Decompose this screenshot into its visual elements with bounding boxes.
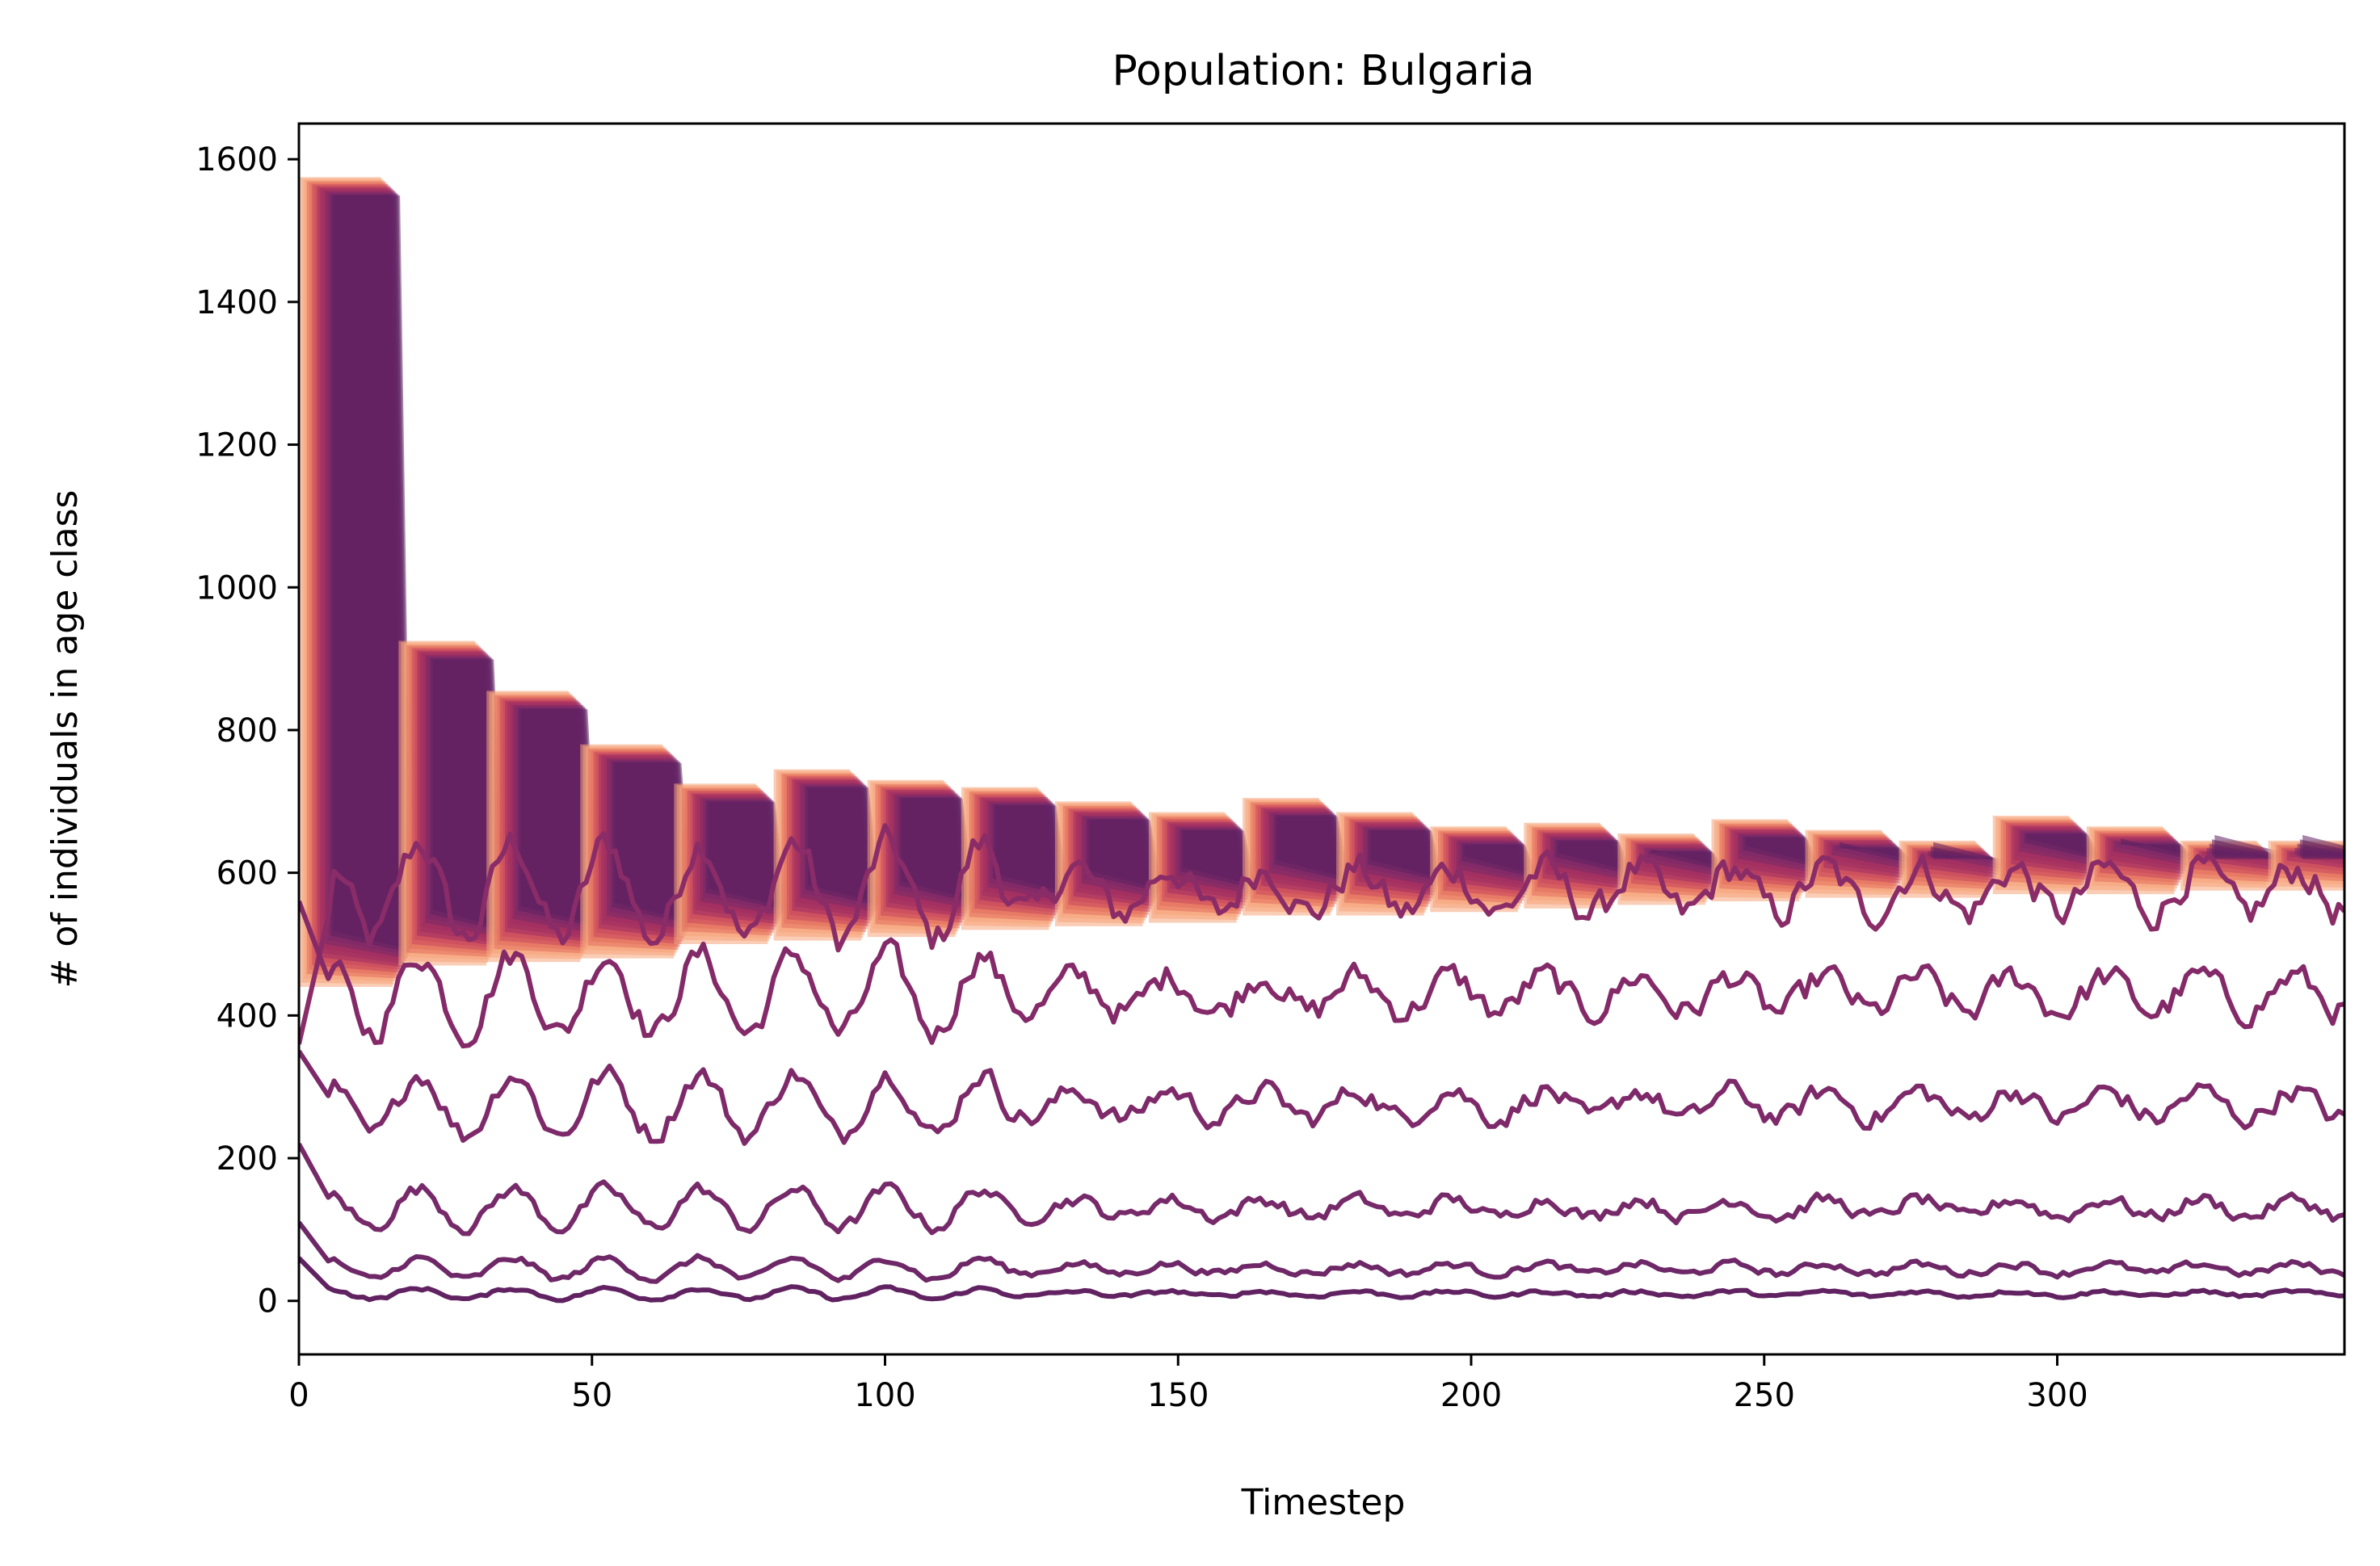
age-class-line [299, 1142, 2344, 1236]
x-tick-label: 200 [1440, 1377, 1502, 1414]
cohort-band [1745, 838, 1819, 865]
cohort-band [902, 798, 975, 901]
cohort-band [333, 195, 412, 951]
y-axis-label: # of individuals in age class [44, 490, 86, 989]
age-class-line [299, 1256, 2344, 1304]
y-tick-label: 1000 [196, 569, 278, 607]
cohort-band [808, 787, 881, 904]
y-tick-label: 1400 [196, 284, 278, 321]
y-tick-label: 1200 [196, 427, 278, 464]
x-tick-label: 150 [1147, 1377, 1209, 1414]
cohort-band [2027, 833, 2100, 858]
y-tick-label: 0 [258, 1283, 278, 1320]
cohort-band [1839, 842, 1912, 861]
age-class-line [299, 900, 2344, 1049]
plot-frame [297, 122, 2346, 1356]
y-tick-label: 400 [217, 997, 278, 1035]
y-tick-label: 800 [217, 712, 278, 749]
cohort-band [1933, 842, 2007, 861]
cohort-band [2302, 834, 2344, 859]
cohort-band [614, 762, 693, 922]
cohort-band [1651, 849, 1725, 868]
y-tick-label: 1600 [196, 141, 278, 178]
cohort-band [708, 802, 787, 908]
age-class-line [299, 1220, 2344, 1284]
x-tick-label: 0 [288, 1377, 309, 1414]
cohort-band [1370, 830, 1444, 879]
cohort-band [1183, 830, 1256, 886]
cohort-band [1089, 820, 1163, 889]
x-tick-label: 300 [2026, 1377, 2088, 1414]
x-axis-label: Timestep [1241, 1482, 1406, 1523]
age-class-line [299, 823, 2344, 1045]
cohort-band [1464, 845, 1537, 875]
cohort-band [2121, 838, 2194, 858]
plot-area [299, 177, 2344, 1304]
age-class-line [299, 1049, 2344, 1146]
x-tick-label: 100 [854, 1377, 915, 1414]
chart-title: Population: Bulgaria [1112, 47, 1535, 95]
cohort-band [1558, 841, 1631, 871]
y-tick-label: 600 [217, 855, 278, 892]
cohort-band [1276, 816, 1350, 879]
x-tick-label: 250 [1734, 1377, 1795, 1414]
y-tick-label: 200 [217, 1140, 278, 1178]
cohort-band [520, 709, 599, 926]
x-tick-label: 50 [571, 1377, 612, 1414]
cohort-band [995, 805, 1069, 893]
